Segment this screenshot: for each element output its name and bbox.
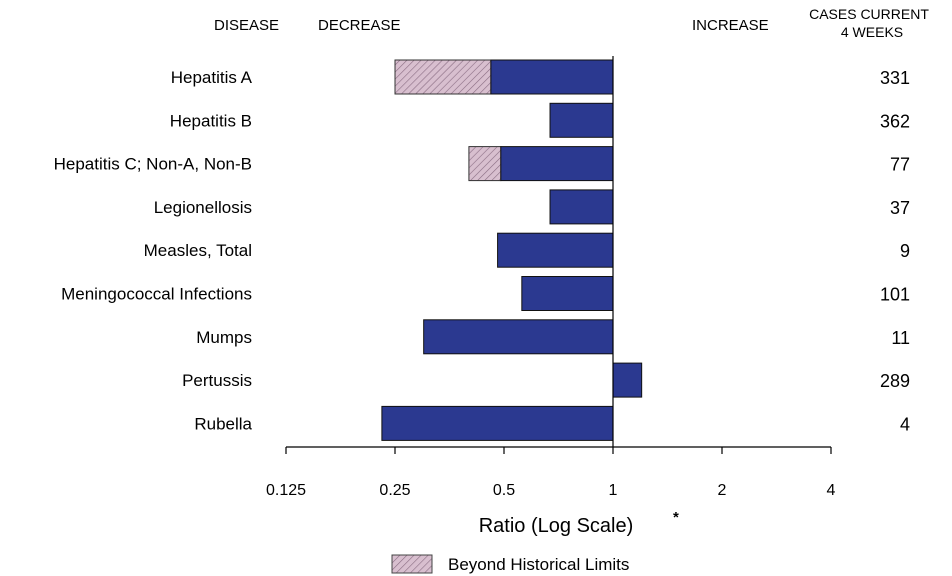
legend: Beyond Historical Limits: [391, 554, 629, 574]
bar: [549, 189, 614, 225]
beyond-limits-bar: [394, 59, 492, 95]
x-tick-label: 4: [827, 482, 836, 499]
bar: [497, 232, 614, 268]
category-label: Measles, Total: [144, 241, 252, 260]
chart-row: Measles, Total 9: [144, 232, 910, 268]
bar: [490, 59, 614, 95]
x-axis-label: Ratio (Log Scale): [479, 515, 634, 537]
bar: [549, 102, 614, 138]
cases-value: 362: [880, 111, 910, 131]
chart-row: Meningococcal Infections 101: [61, 276, 910, 311]
cases-value: 77: [890, 155, 910, 175]
x-tick-label: 2: [718, 482, 727, 499]
header-decrease: DECREASE: [318, 17, 401, 34]
category-label: Hepatitis C; Non-A, Non-B: [54, 155, 252, 174]
cases-value: 9: [900, 241, 910, 261]
chart-row: Legionellosis 37: [154, 189, 910, 225]
bar: [423, 319, 614, 355]
x-tick-label: 0.125: [266, 482, 306, 499]
cases-value: 331: [880, 68, 910, 88]
category-label: Mumps: [196, 328, 252, 347]
legend-swatch: [391, 554, 433, 574]
chart-row: Hepatitis C; Non-A, Non-B 77: [54, 146, 910, 182]
cases-value: 37: [890, 198, 910, 218]
cases-value: 289: [880, 371, 910, 391]
x-tick-label: 0.5: [493, 482, 515, 499]
category-label: Legionellosis: [154, 198, 252, 217]
x-axis-label-mark: *: [673, 509, 679, 526]
chart-row: Mumps 11: [196, 319, 910, 355]
header-cases-line2: 4 WEEKS: [841, 24, 903, 40]
header-disease: DISEASE: [214, 17, 279, 34]
bar: [521, 276, 614, 311]
chart-rows: Hepatitis A 331 Hepatitis B 362 Hepatitis C;…: [54, 59, 910, 441]
beyond-limits-bar: [468, 146, 502, 182]
header-cases-line1: CASES CURRENT: [809, 6, 929, 22]
cases-value: 101: [880, 285, 910, 305]
chart-row: Rubella 4: [194, 405, 910, 441]
bar: [381, 405, 614, 441]
bar: [500, 146, 614, 182]
chart-row: Pertussis 289: [182, 362, 910, 398]
chart-row: Hepatitis A 331: [171, 59, 910, 95]
x-tick-label: 0.25: [379, 482, 410, 499]
header-increase: INCREASE: [692, 17, 769, 34]
x-axis: 0.125 0.25 0.5 1 2 4: [266, 446, 836, 499]
cases-value: 4: [900, 414, 910, 434]
category-label: Hepatitis B: [170, 111, 252, 130]
chart-row: Hepatitis B 362: [170, 102, 910, 138]
cases-value: 11: [891, 328, 910, 348]
category-label: Rubella: [194, 414, 252, 433]
legend-label: Beyond Historical Limits: [448, 555, 629, 574]
category-label: Hepatitis A: [171, 68, 253, 87]
category-label: Meningococcal Infections: [61, 285, 252, 304]
bar: [612, 362, 643, 398]
x-axis-ticks: 0.125 0.25 0.5 1 2 4: [266, 447, 836, 499]
category-label: Pertussis: [182, 371, 252, 390]
x-tick-label: 1: [609, 482, 618, 499]
